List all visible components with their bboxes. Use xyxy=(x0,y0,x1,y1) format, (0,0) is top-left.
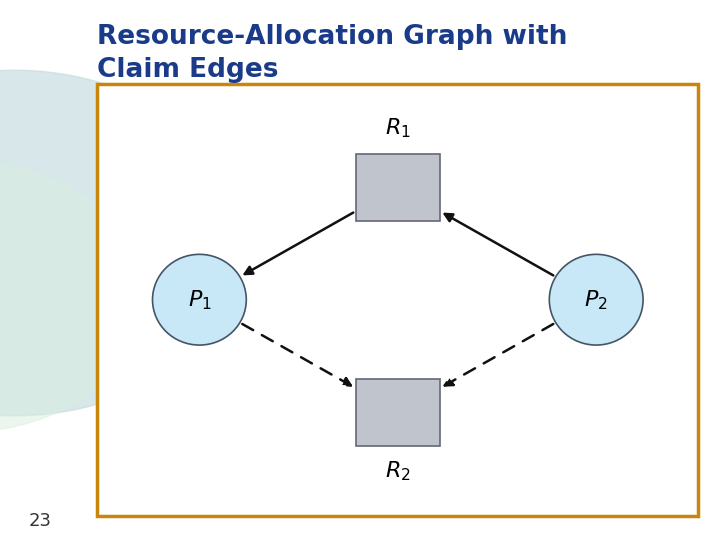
Ellipse shape xyxy=(153,254,246,345)
Ellipse shape xyxy=(549,254,643,345)
Text: Resource-Allocation Graph with: Resource-Allocation Graph with xyxy=(97,24,567,50)
Text: $\mathit{R_1}$: $\mathit{R_1}$ xyxy=(385,117,410,140)
Text: Claim Edges: Claim Edges xyxy=(97,57,279,83)
Text: 23: 23 xyxy=(29,512,52,530)
Text: $\mathit{P_1}$: $\mathit{P_1}$ xyxy=(187,288,211,312)
Bar xyxy=(97,84,698,516)
Circle shape xyxy=(0,70,245,416)
Bar xyxy=(356,379,440,445)
Bar xyxy=(356,154,440,221)
Text: $\mathit{P_2}$: $\mathit{P_2}$ xyxy=(585,288,608,312)
Circle shape xyxy=(0,162,144,432)
Text: $\mathit{R_2}$: $\mathit{R_2}$ xyxy=(385,459,410,483)
